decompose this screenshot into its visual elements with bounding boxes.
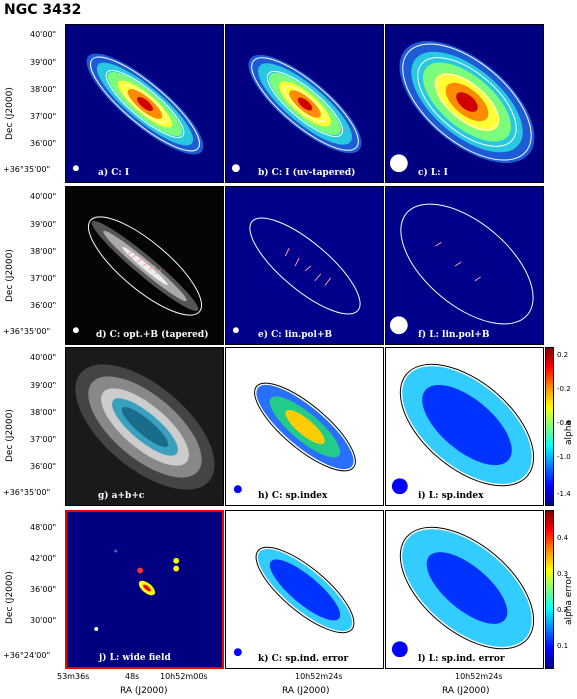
xtick: 10h52m24s: [295, 672, 343, 681]
y-axis-label-row3: Dec (J2000): [5, 409, 15, 462]
panel-label-d: d) C: opt.+B (tapered): [96, 330, 209, 340]
ytick: 39'00": [30, 220, 57, 229]
panel-label-f: f) L: lin.pol+B: [418, 330, 490, 340]
radio-map: [66, 25, 223, 182]
ytick: 36'00": [30, 462, 57, 471]
spectral-index-map: [386, 348, 543, 505]
radio-map: [226, 25, 383, 182]
ytick: 40'00": [30, 30, 57, 39]
colorbar-tick: 0.2: [557, 606, 569, 614]
spectral-index-error-map: [386, 511, 543, 668]
ytick: 39'00": [30, 58, 57, 67]
panel-label-i: i) L: sp.index: [418, 491, 484, 501]
ytick: 40'00": [30, 192, 57, 201]
polarization-map: [386, 187, 543, 344]
colorbar-tick: -1.4: [557, 490, 571, 498]
ytick: +36°35'00": [3, 327, 51, 336]
spectral-index-map: [226, 348, 383, 505]
xtick: 10h52m24s: [455, 672, 503, 681]
y-axis-label-row2: Dec (J2000): [5, 249, 15, 302]
optical-map: [66, 187, 223, 344]
xtick: 48s: [125, 672, 140, 681]
x-axis-label: RA (J2000): [442, 686, 490, 696]
panel-g: g) a+b+c: [65, 347, 224, 506]
ytick: 42'00": [30, 554, 57, 563]
panel-h: h) C: sp.index: [225, 347, 384, 506]
colorbar-tick: -1.0: [557, 453, 571, 461]
panel-l: l) L: sp.ind. error: [385, 510, 544, 669]
x-axis-label: RA (J2000): [120, 686, 168, 696]
ytick: +36°35'00": [3, 165, 51, 174]
colorbar-tick: 0.4: [557, 534, 569, 542]
panel-c: c) L: I: [385, 24, 544, 183]
y-axis-label-row1: Dec (J2000): [5, 87, 15, 140]
panel-b: b) C: I (uv-tapered): [225, 24, 384, 183]
figure-title: NGC 3432: [4, 2, 82, 18]
ytick: +36°35'00": [3, 488, 51, 497]
panel-label-h: h) C: sp.index: [258, 491, 328, 501]
panel-label-c: c) L: I: [418, 168, 448, 178]
colorbar-tick: 0.3: [557, 570, 569, 578]
ytick: 37'00": [30, 112, 57, 121]
colorbar-tick: -0.2: [557, 385, 571, 393]
colorbar-tick: 0.1: [557, 642, 569, 650]
panel-label-g: g) a+b+c: [98, 491, 145, 501]
combined-map: [66, 348, 223, 505]
ytick: +36°24'00": [3, 651, 51, 660]
panel-i: i) L: sp.index: [385, 347, 544, 506]
panel-label-j: j) L: wide field: [99, 653, 171, 663]
ytick: 39'00": [30, 381, 57, 390]
ytick: 30'00": [30, 616, 57, 625]
panel-label-k: k) C: sp.ind. error: [258, 654, 349, 664]
polarization-map: [226, 187, 383, 344]
ytick: 38'00": [30, 247, 57, 256]
panel-a: a) C: I: [65, 24, 224, 183]
panel-j: j) L: wide field: [65, 510, 224, 669]
panel-k: k) C: sp.ind. error: [225, 510, 384, 669]
ytick: 37'00": [30, 274, 57, 283]
ytick: 38'00": [30, 408, 57, 417]
colorbar-alpha-error: [545, 510, 554, 669]
x-axis-label: RA (J2000): [282, 686, 330, 696]
ytick: 36'00": [30, 585, 57, 594]
ytick: 36'00": [30, 139, 57, 148]
panel-e: e) C: lin.pol+B: [225, 186, 384, 345]
radio-map: [386, 25, 543, 182]
panel-label-a: a) C: I: [98, 168, 130, 178]
ytick: 36'00": [30, 301, 57, 310]
panel-f: f) L: lin.pol+B: [385, 186, 544, 345]
xtick: 10h52m00s: [160, 672, 208, 681]
xtick: 53m36s: [57, 672, 90, 681]
y-axis-label-row4: Dec (J2000): [5, 571, 15, 624]
panel-d: d) C: opt.+B (tapered): [65, 186, 224, 345]
colorbar-label-alpha-error: alpha error: [564, 575, 574, 625]
ytick: 37'00": [30, 435, 57, 444]
wide-field-map: [67, 512, 222, 667]
colorbar-tick: -0.6: [557, 419, 571, 427]
spectral-index-error-map: [226, 511, 383, 668]
panel-label-e: e) C: lin.pol+B: [258, 330, 333, 340]
ytick: 38'00": [30, 85, 57, 94]
panel-label-b: b) C: I (uv-tapered): [258, 168, 356, 178]
colorbar-label-alpha: alpha: [564, 420, 574, 445]
panel-label-l: l) L: sp.ind. error: [418, 654, 505, 664]
ytick: 40'00": [30, 353, 57, 362]
ytick: 48'00": [30, 523, 57, 532]
colorbar-tick: 0.2: [557, 351, 569, 359]
colorbar-alpha: [545, 347, 554, 506]
